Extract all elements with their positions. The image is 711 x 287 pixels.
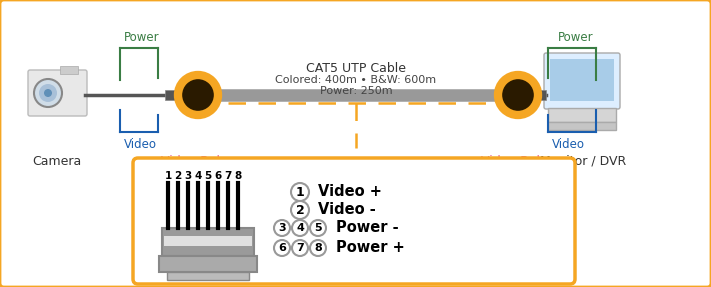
Circle shape	[274, 240, 290, 256]
Text: 1: 1	[164, 171, 171, 181]
Circle shape	[274, 220, 290, 236]
Text: 7: 7	[296, 243, 304, 253]
Bar	[550, 59, 614, 101]
Circle shape	[292, 220, 308, 236]
Text: 1: 1	[296, 185, 304, 199]
Circle shape	[44, 89, 52, 97]
Text: 8: 8	[235, 171, 242, 181]
Text: 2: 2	[296, 203, 304, 216]
Circle shape	[34, 79, 62, 107]
Text: 7: 7	[224, 171, 232, 181]
Circle shape	[291, 201, 309, 219]
Text: 4: 4	[296, 223, 304, 233]
Text: Power +: Power +	[336, 241, 405, 255]
Text: 3: 3	[278, 223, 286, 233]
Circle shape	[310, 220, 326, 236]
Bar	[159, 256, 257, 272]
Text: 3: 3	[184, 171, 192, 181]
Text: 5: 5	[314, 223, 322, 233]
Text: 4: 4	[194, 171, 202, 181]
Text: Video: Video	[552, 138, 585, 151]
Text: 8: 8	[314, 243, 322, 253]
Bar	[162, 228, 254, 256]
Circle shape	[39, 84, 57, 102]
Text: Power: Power	[558, 31, 594, 44]
Text: Monitor / DVR: Monitor / DVR	[540, 155, 626, 168]
Text: Video: Video	[124, 138, 157, 151]
Text: 5: 5	[204, 171, 212, 181]
Bar	[548, 122, 616, 130]
Text: Video +: Video +	[318, 185, 382, 199]
Circle shape	[310, 240, 326, 256]
FancyBboxPatch shape	[28, 70, 87, 116]
Text: Colored: 400m • B&W: 600m: Colored: 400m • B&W: 600m	[275, 75, 437, 85]
Circle shape	[292, 240, 308, 256]
Bar	[165, 90, 178, 100]
Circle shape	[178, 75, 218, 115]
Circle shape	[498, 75, 538, 115]
Text: CAT5 UTP Cable: CAT5 UTP Cable	[306, 61, 406, 75]
FancyBboxPatch shape	[544, 53, 620, 109]
Text: Video -: Video -	[318, 203, 375, 218]
Bar	[533, 90, 546, 100]
Bar	[548, 108, 616, 122]
Bar	[167, 272, 249, 280]
Text: 6: 6	[215, 171, 222, 181]
Text: Video Balun: Video Balun	[161, 155, 235, 168]
Bar	[164, 236, 252, 246]
Bar	[60, 66, 78, 74]
Text: 6: 6	[278, 243, 286, 253]
Text: Power: 250m: Power: 250m	[320, 86, 392, 96]
FancyBboxPatch shape	[133, 158, 575, 284]
Text: 2: 2	[174, 171, 181, 181]
Text: Power: Power	[124, 31, 160, 44]
Text: Video Balun: Video Balun	[481, 155, 555, 168]
Text: Camera: Camera	[33, 155, 82, 168]
Text: Power -: Power -	[336, 220, 399, 236]
Circle shape	[291, 183, 309, 201]
